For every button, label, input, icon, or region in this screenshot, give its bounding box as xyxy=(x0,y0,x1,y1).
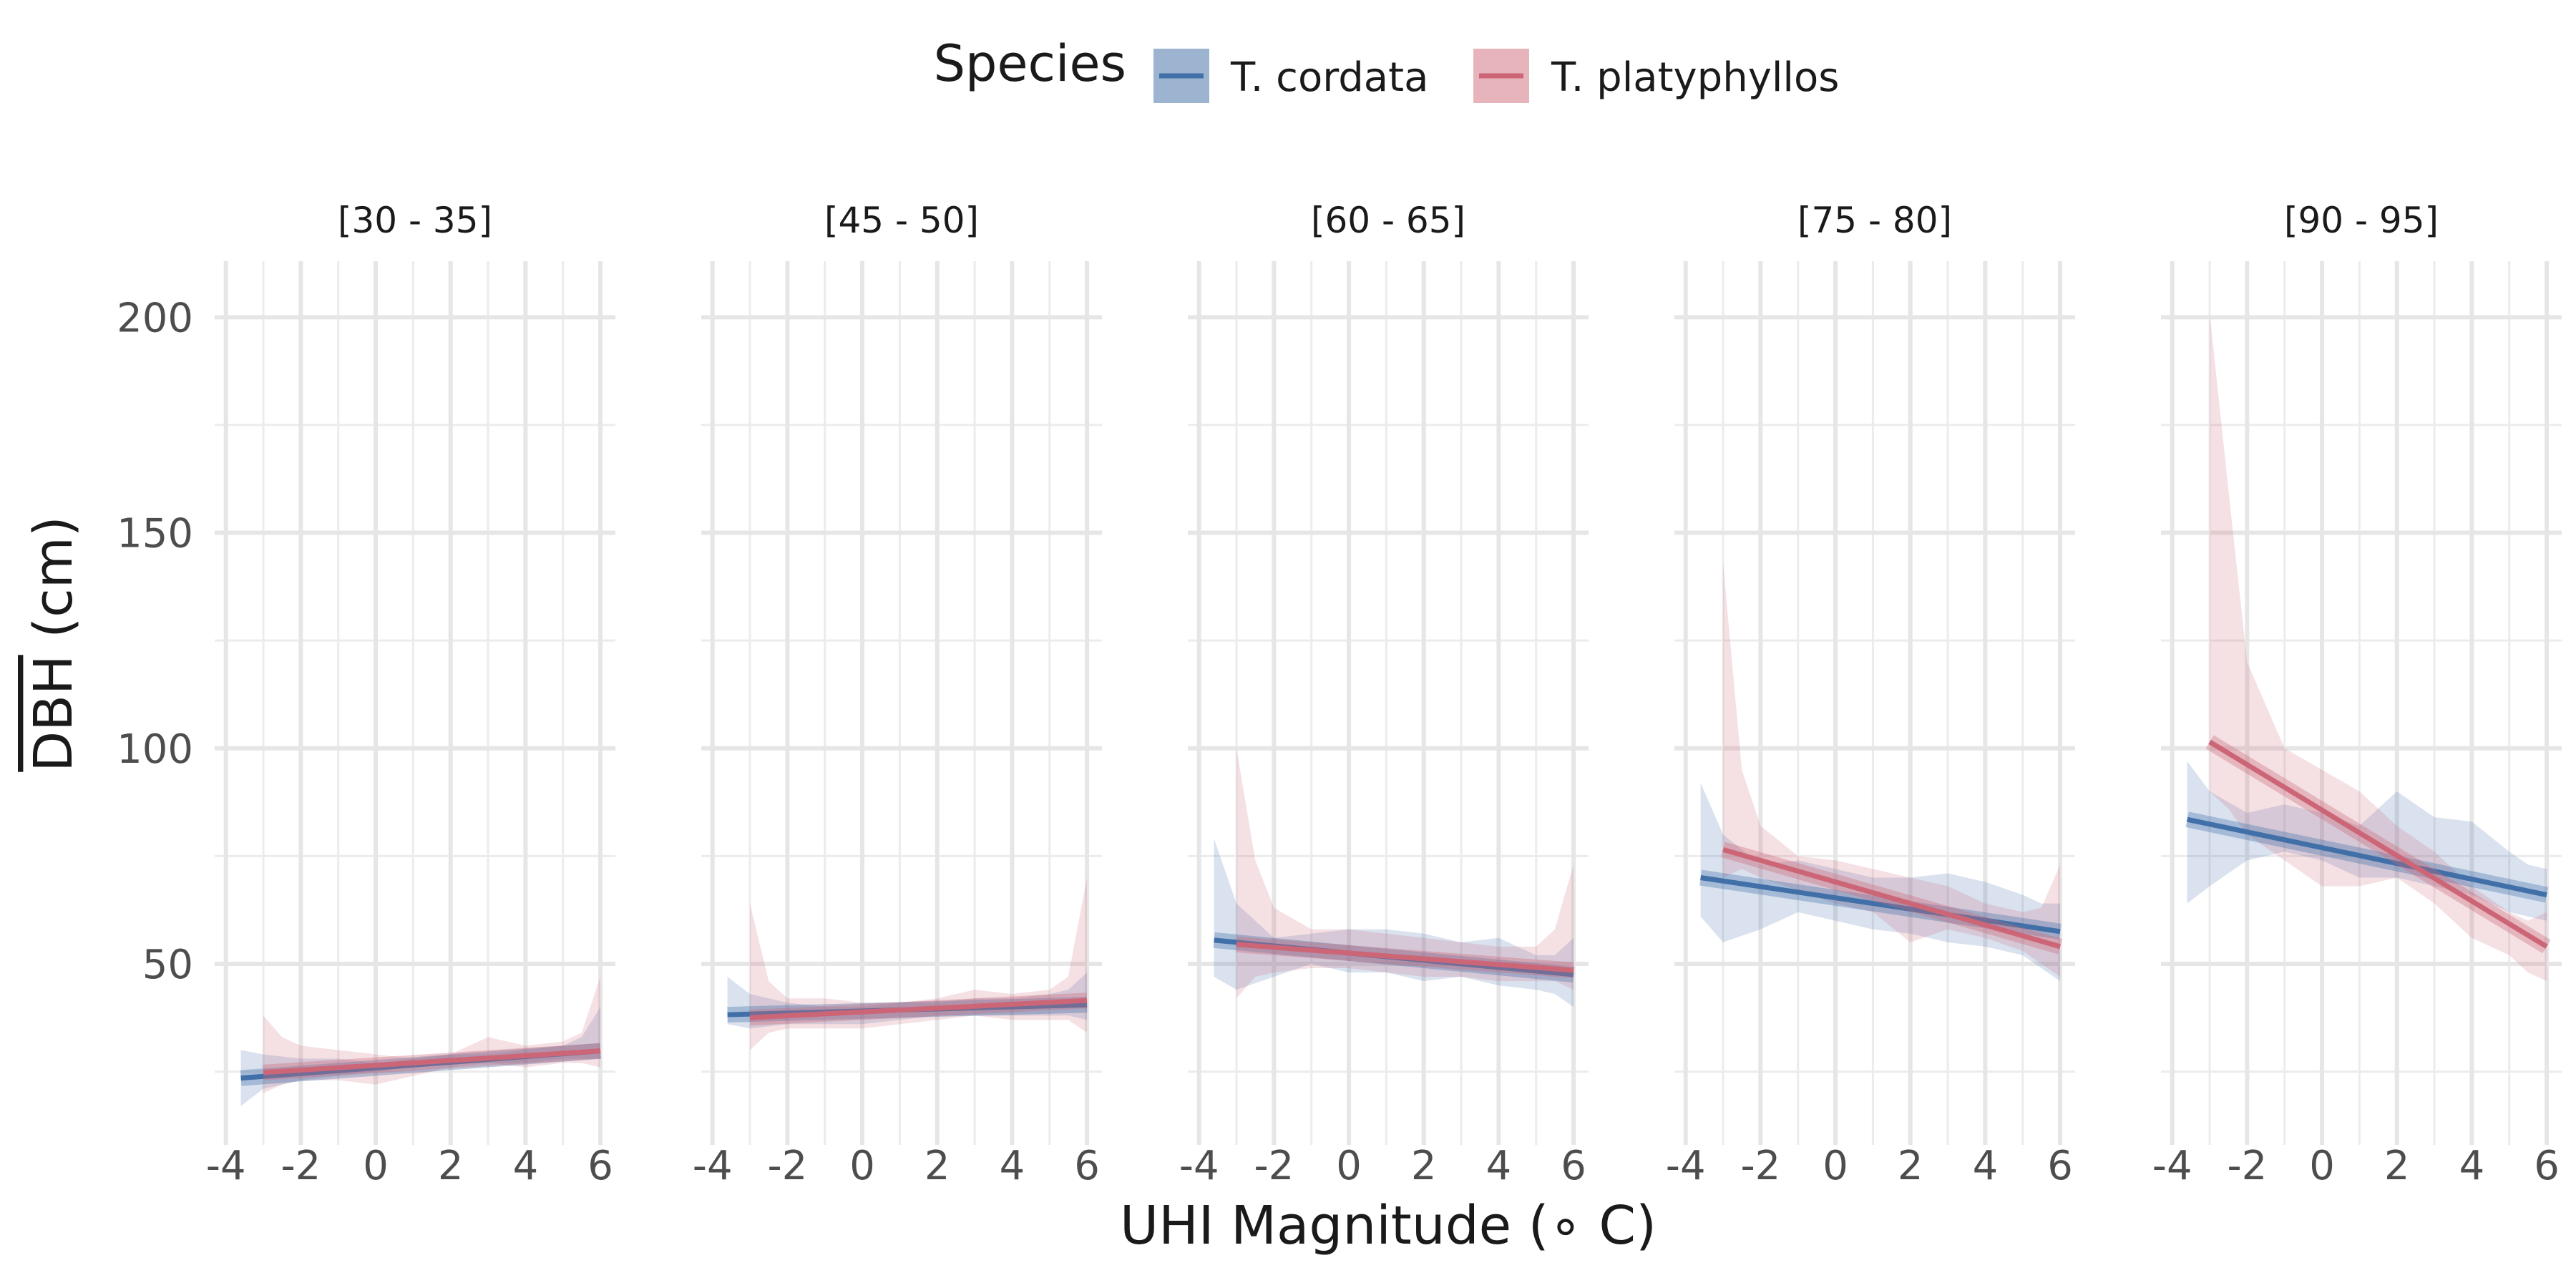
confidence-band-t-cordata xyxy=(2187,761,2547,921)
legend: Species T. cordata T. platyphyllos xyxy=(934,34,1839,103)
y-tick-label: 100 xyxy=(117,726,193,773)
facet-label: [30 - 35] xyxy=(338,200,492,241)
x-axis-title: UHI Magnitude (∘ C) xyxy=(1120,1195,1657,1257)
facet-panel-5: [90 - 95] -4 -2 0 2 4 6 xyxy=(2152,200,2562,1189)
x-tick-label: 4 xyxy=(513,1143,539,1189)
grid xyxy=(2161,261,2562,1145)
x-tick-label: 2 xyxy=(1898,1143,1923,1189)
facet-panel-2: [45 - 50] -4 -2 0 2 4 6 xyxy=(693,200,1102,1189)
trend-line-t-platyphyllos xyxy=(1236,942,1574,973)
grid xyxy=(1188,261,1589,1145)
x-tick-label: -4 xyxy=(693,1143,733,1189)
x-tick-label: -2 xyxy=(1254,1143,1294,1189)
x-tick-label: 0 xyxy=(1823,1143,1848,1189)
y-axis-title: DBH (cm) xyxy=(23,516,84,771)
x-tick-label: 6 xyxy=(1561,1143,1586,1189)
confidence-band-t-platyphyllos xyxy=(1236,748,1574,999)
trend-line-t-platyphyllos xyxy=(1722,847,2062,950)
trend-line-t-cordata xyxy=(2186,816,2547,898)
legend-label-t-cordata: T. cordata xyxy=(1230,54,1428,101)
grid xyxy=(1674,261,2075,1145)
y-axis-title-dbh: DBH xyxy=(23,655,84,771)
legend-title: Species xyxy=(934,34,1126,93)
x-tick-label: -2 xyxy=(767,1143,807,1189)
confidence-band-t-platyphyllos xyxy=(263,977,601,1093)
x-tick-label: 2 xyxy=(1411,1143,1437,1189)
x-tick-label: 4 xyxy=(1486,1143,1512,1189)
facet-label: [60 - 65] xyxy=(1311,200,1465,241)
x-tick-label: -2 xyxy=(2227,1143,2267,1189)
x-tick-label: -4 xyxy=(1666,1143,1706,1189)
x-tick-label: -2 xyxy=(280,1143,321,1189)
confidence-band-t-cordata xyxy=(1700,783,2061,982)
facet-panel-4: [75 - 80] -4 -2 0 2 4 6 xyxy=(1666,200,2075,1189)
trend-line-t-platyphyllos xyxy=(263,1048,601,1075)
x-tick-label: 6 xyxy=(1074,1143,1100,1189)
facet-panel-1: [30 - 35] -4 -2 0 2 4 6 xyxy=(206,200,615,1189)
facet-label: [45 - 50] xyxy=(824,200,979,241)
x-tick-label: 0 xyxy=(1336,1143,1362,1189)
x-tick-label: -4 xyxy=(1179,1143,1219,1189)
x-tick-label: 0 xyxy=(2309,1143,2335,1189)
legend-key-t-platyphyllos xyxy=(1473,49,1529,103)
x-tick-label: -2 xyxy=(1740,1143,1780,1189)
x-tick-label: 2 xyxy=(2384,1143,2410,1189)
x-tick-label: 0 xyxy=(363,1143,389,1189)
x-tick-label: 6 xyxy=(2047,1143,2073,1189)
trend-line-t-platyphyllos xyxy=(749,997,1088,1020)
x-tick-label: 4 xyxy=(1973,1143,1999,1189)
x-tick-label: 0 xyxy=(849,1143,875,1189)
x-tick-label: -4 xyxy=(206,1143,246,1189)
x-tick-label: 6 xyxy=(587,1143,613,1189)
y-axis-tick-labels: 50 100 150 200 xyxy=(117,295,193,988)
x-tick-label: 6 xyxy=(2534,1143,2560,1189)
x-tick-label: -4 xyxy=(2152,1143,2192,1189)
grid xyxy=(215,261,615,1145)
y-tick-label: 200 xyxy=(117,295,193,341)
grid xyxy=(701,261,1102,1145)
y-tick-label: 50 xyxy=(142,942,193,988)
trend-line-t-platyphyllos xyxy=(2208,739,2548,949)
x-tick-label: 4 xyxy=(1000,1143,1025,1189)
facet-panel-3: [60 - 65] -4 -2 0 2 4 6 xyxy=(1179,200,1589,1189)
y-tick-label: 150 xyxy=(117,511,193,557)
y-axis-title-unit: (cm) xyxy=(23,516,84,655)
confidence-band-t-platyphyllos xyxy=(2210,313,2547,982)
panels: [30 - 35]-4 -2 0 2 4 6[45 - 50]-4 -2 0 2 4 6[60 - … xyxy=(206,200,2562,1189)
legend-key-t-cordata xyxy=(1153,49,1209,103)
facet-label: [75 - 80] xyxy=(1797,200,1952,241)
x-tick-label: 4 xyxy=(2459,1143,2485,1189)
x-tick-label: 2 xyxy=(438,1143,464,1189)
x-tick-label: 2 xyxy=(924,1143,950,1189)
legend-label-t-platyphyllos: T. platyphyllos xyxy=(1551,54,1839,101)
trend-line-t-cordata xyxy=(1700,875,2061,935)
facet-label: [90 - 95] xyxy=(2284,200,2439,241)
